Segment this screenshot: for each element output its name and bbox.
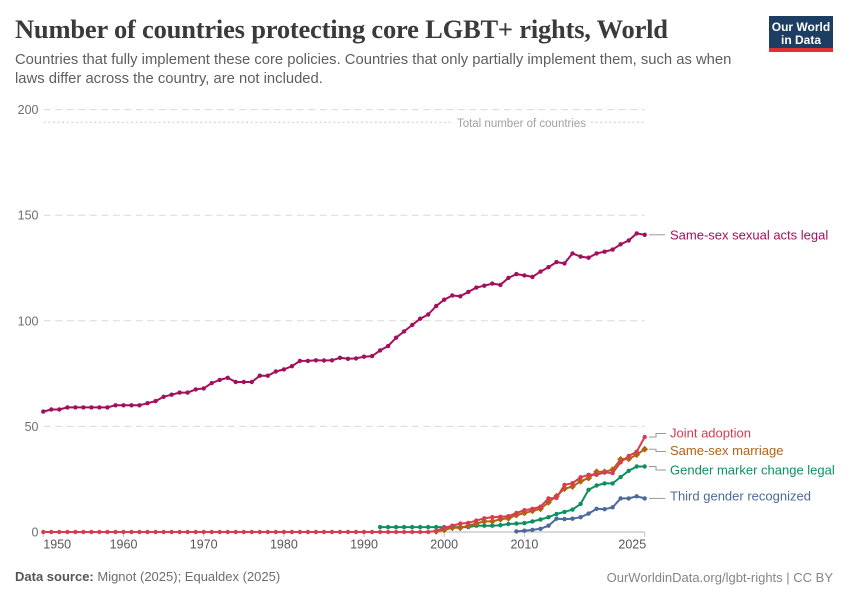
svg-text:Third gender recognized: Third gender recognized xyxy=(670,488,811,503)
svg-text:1950: 1950 xyxy=(43,538,71,552)
svg-text:150: 150 xyxy=(18,209,39,223)
svg-text:100: 100 xyxy=(18,314,39,328)
svg-text:Total number of countries: Total number of countries xyxy=(457,118,586,130)
svg-text:Joint adoption: Joint adoption xyxy=(670,425,751,440)
svg-text:Gender marker change legal: Gender marker change legal xyxy=(670,463,835,478)
svg-text:1980: 1980 xyxy=(270,538,298,552)
svg-text:1970: 1970 xyxy=(190,538,218,552)
svg-text:Same-sex marriage: Same-sex marriage xyxy=(670,443,783,458)
svg-text:0: 0 xyxy=(32,526,39,540)
svg-text:1990: 1990 xyxy=(350,538,378,552)
svg-text:2025: 2025 xyxy=(618,538,646,552)
svg-text:1960: 1960 xyxy=(110,538,138,552)
svg-text:200: 200 xyxy=(18,103,39,117)
svg-text:Same-sex sexual acts legal: Same-sex sexual acts legal xyxy=(670,228,828,243)
svg-text:2010: 2010 xyxy=(510,538,538,552)
svg-text:2000: 2000 xyxy=(430,538,458,552)
svg-text:50: 50 xyxy=(25,420,39,434)
